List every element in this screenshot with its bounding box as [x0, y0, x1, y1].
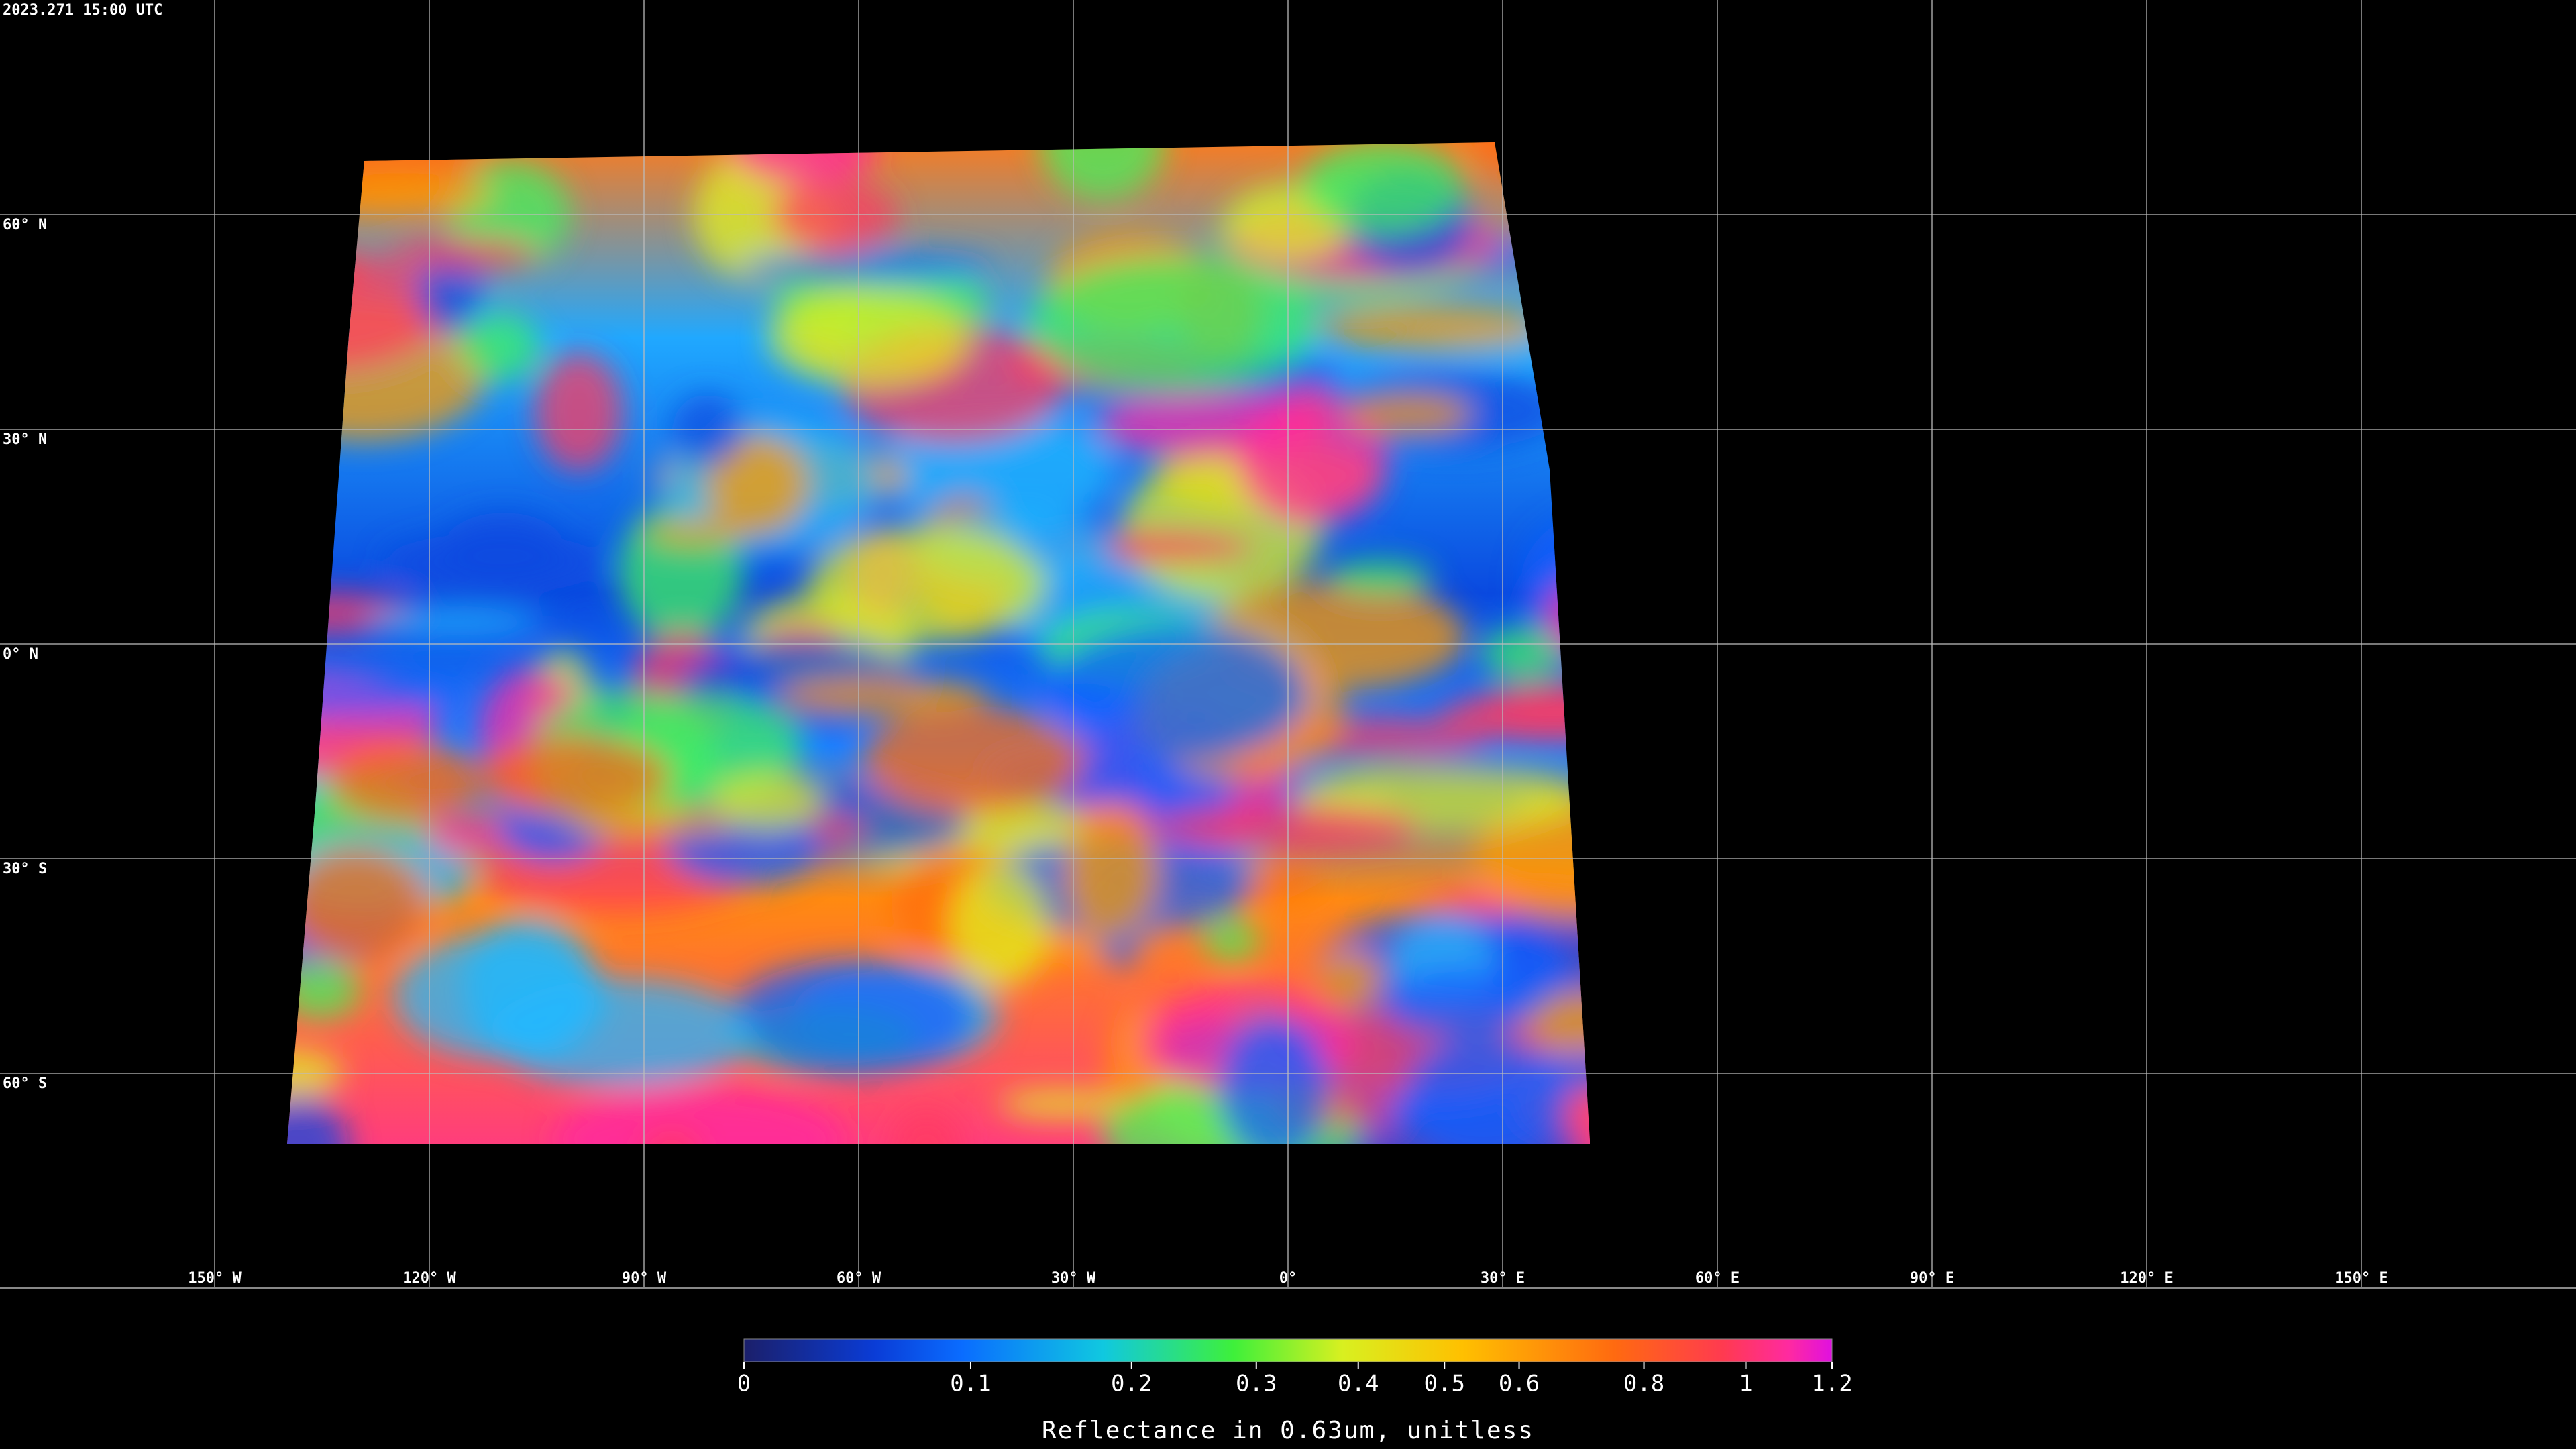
longitude-label: 30° E	[1481, 1270, 1525, 1287]
cloud-texture	[1319, 305, 1547, 352]
latitude-label: 0° N	[3, 646, 38, 663]
longitude-label: 90° W	[622, 1270, 667, 1287]
latitude-label: 30° S	[3, 861, 47, 877]
cloud-texture	[1540, 575, 1590, 665]
cloud-texture	[1203, 920, 1260, 961]
cloud-texture	[479, 737, 670, 817]
longitude-label: 120° E	[2120, 1270, 2173, 1287]
colorbar-tick-label: 0.4	[1338, 1371, 1379, 1397]
cloud-texture	[287, 251, 445, 370]
cloud-texture	[1385, 968, 1538, 1039]
colorbar-tick-label: 0	[737, 1371, 751, 1397]
colorbar-tick-label: 0.5	[1424, 1371, 1465, 1397]
cloud-texture	[417, 250, 484, 335]
cloud-texture	[287, 1095, 350, 1144]
longitude-label: 150° W	[188, 1270, 241, 1287]
cloud-texture	[1218, 1018, 1330, 1144]
cloud-texture	[462, 914, 597, 1063]
cloud-texture	[366, 608, 543, 637]
cloud-texture	[312, 173, 491, 215]
cloud-texture	[645, 518, 747, 546]
cloud-texture	[287, 1046, 344, 1099]
cloud-texture	[775, 677, 989, 716]
cloud-texture	[1065, 802, 1158, 937]
longitude-label: 120° W	[402, 1270, 456, 1287]
longitude-label: 30° W	[1051, 1270, 1096, 1287]
colorbar-tick-label: 0.3	[1236, 1371, 1277, 1397]
cloud-texture	[1328, 559, 1433, 595]
cloud-texture	[329, 739, 480, 822]
timestamp: 2023.271 15:00 UTC	[3, 2, 162, 19]
longitude-label: 60° E	[1695, 1270, 1739, 1287]
cloud-texture	[861, 706, 1083, 815]
cloud-texture	[1345, 392, 1473, 435]
colorbar-title: Reflectance in 0.63um, unitless	[1042, 1417, 1534, 1444]
cloud-texture	[287, 682, 466, 711]
cloud-texture	[568, 810, 735, 837]
cloud-texture	[807, 526, 1047, 643]
cloud-texture	[640, 1128, 703, 1144]
cloud-texture	[949, 863, 1049, 989]
cloud-texture	[729, 142, 879, 186]
cloud-texture	[388, 237, 539, 270]
cloud-texture	[1317, 951, 1382, 1007]
longitude-label: 0°	[1279, 1270, 1297, 1287]
cloud-texture	[287, 963, 360, 1020]
cloud-texture	[998, 1089, 1126, 1120]
cloud-texture	[1438, 691, 1590, 742]
cloud-texture	[771, 179, 898, 252]
cloud-texture	[890, 1109, 963, 1144]
colorbar-tick-label: 1.2	[1811, 1371, 1852, 1397]
colorbar-tick-label: 1	[1739, 1371, 1752, 1397]
cloud-texture	[1040, 142, 1166, 200]
longitude-label: 60° W	[837, 1270, 881, 1287]
cloud-texture	[710, 773, 823, 830]
cloud-texture	[1474, 142, 1560, 173]
colorbar-tick-label: 0.2	[1111, 1371, 1152, 1397]
colorbar-tick-label: 0.1	[950, 1371, 991, 1397]
cloud-texture	[1472, 798, 1590, 922]
cloud-texture	[1302, 142, 1463, 235]
cloud-texture	[287, 142, 364, 160]
cloud-texture	[1029, 256, 1317, 391]
cloud-texture	[1096, 392, 1322, 458]
latitude-label: 30° N	[3, 431, 47, 448]
colorbar-tick-label: 0.6	[1499, 1371, 1540, 1397]
longitude-label: 150° E	[2334, 1270, 2387, 1287]
cloud-texture	[706, 433, 808, 538]
cloud-texture	[1403, 1034, 1569, 1144]
cloud-texture	[535, 352, 623, 472]
cloud-texture	[287, 847, 427, 959]
longitude-label: 90° E	[1910, 1270, 1954, 1287]
colorbar	[743, 1338, 1833, 1362]
latitude-label: 60° N	[3, 217, 47, 233]
cloud-texture	[739, 252, 994, 282]
cloud-texture	[457, 313, 540, 381]
cloud-texture	[1046, 624, 1307, 761]
colorbar-tick-label: 0.8	[1623, 1371, 1664, 1397]
latitude-label: 60° S	[3, 1075, 47, 1092]
cloud-texture	[382, 533, 606, 594]
cloud-texture	[768, 289, 969, 386]
cloud-texture	[553, 1087, 847, 1144]
satellite-imagery	[287, 142, 1590, 1144]
cloud-texture	[729, 960, 975, 1075]
